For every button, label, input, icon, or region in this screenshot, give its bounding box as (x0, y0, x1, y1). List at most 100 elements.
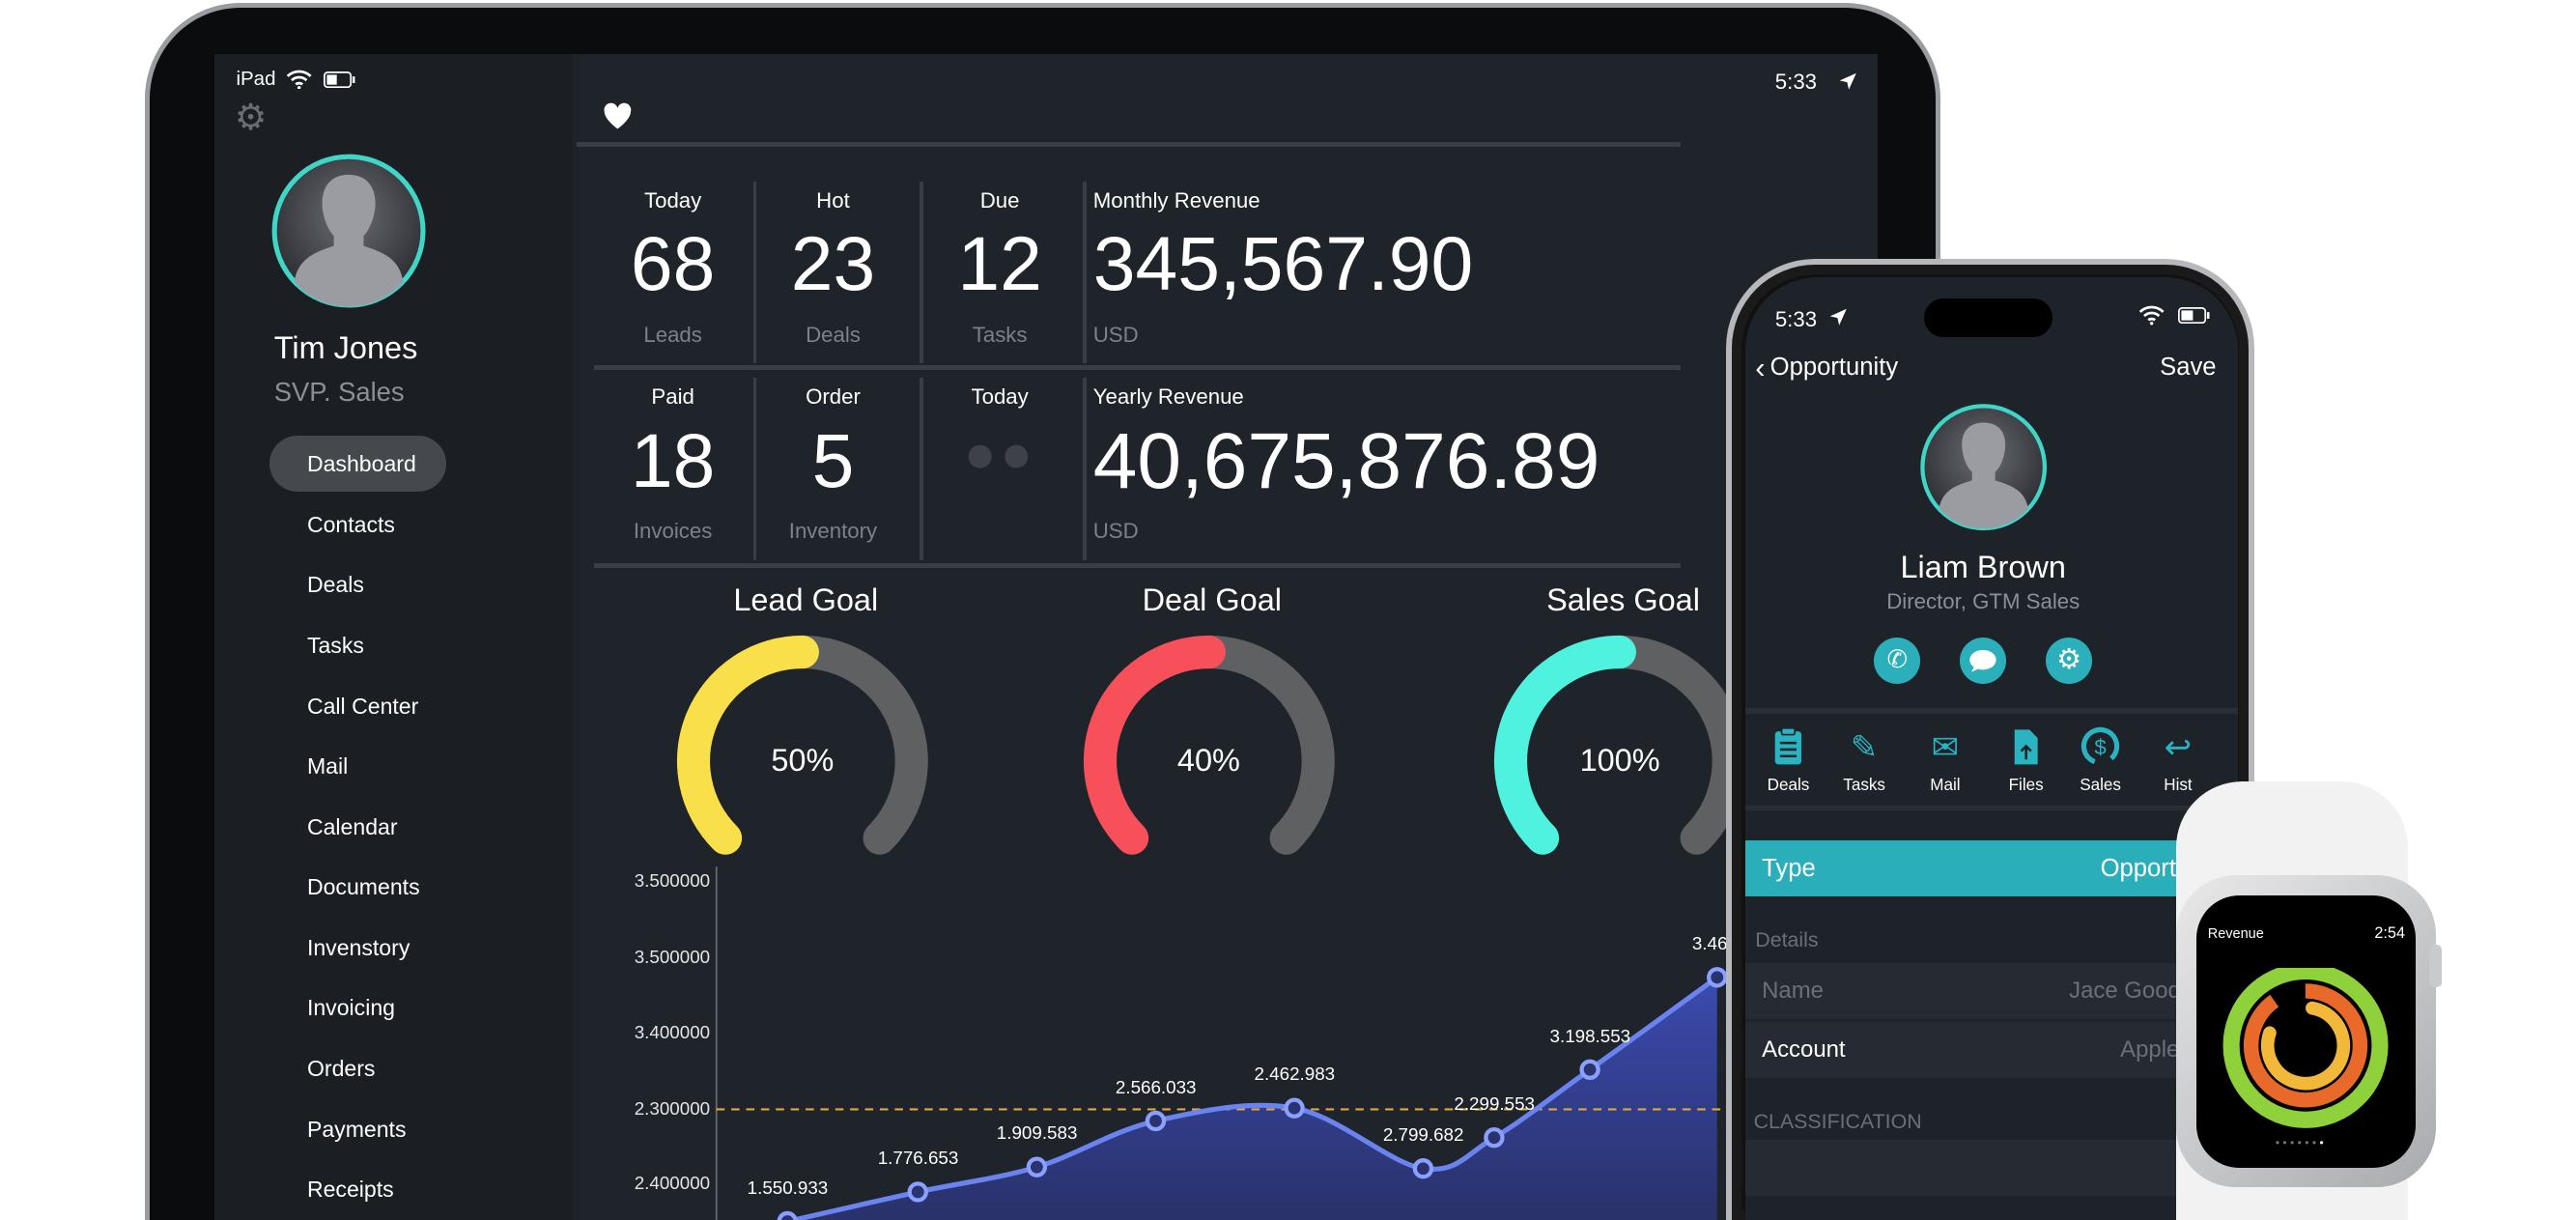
revenue-chart: 3.500000 3.500000 3.400000 2.300000 2.400000… (214, 54, 1878, 1220)
stat-value: 12 (957, 221, 1042, 307)
sidebar-item-orders[interactable]: Orders (306, 1056, 376, 1082)
data-point (1707, 967, 1728, 988)
iphone-screen: 5:33 ‹ Opportunity Save Liam Brown Direc… (1745, 277, 2238, 1220)
tab-sales[interactable]: $ Sales (2062, 726, 2138, 795)
tab-label: Sales (2080, 776, 2121, 795)
tab-label: Deals (1767, 776, 1810, 795)
stat-order[interactable]: Order 5 Inventory (754, 384, 911, 544)
classification-row[interactable] (1745, 1139, 2238, 1196)
divider (1745, 708, 2238, 714)
data-point (907, 1181, 929, 1204)
stat-today[interactable]: Today 68 Leads (594, 188, 750, 348)
watch-crown[interactable] (2428, 944, 2443, 988)
ring-middle (2243, 983, 2367, 1108)
data-label: 2.299.553 (1454, 1092, 1535, 1114)
sidebar-item-receipts[interactable]: Receipts (306, 1177, 394, 1203)
account-label: Account (1762, 1036, 1846, 1064)
area-fill (795, 978, 1717, 1220)
divider (752, 182, 756, 364)
gauge-track (785, 636, 928, 855)
sidebar-item-contacts[interactable]: Contacts (306, 511, 395, 537)
back-button[interactable]: ‹ Opportunity (1755, 353, 1898, 383)
tab-hist[interactable]: ↩ Hist (2140, 726, 2217, 795)
yearly-revenue[interactable]: Yearly Revenue 40,675,876.89 USD (1093, 384, 1600, 544)
gear-icon: ⚙ (2056, 643, 2082, 675)
sidebar-item-payments[interactable]: Payments (306, 1116, 407, 1142)
sidebar-item-calendar[interactable]: Calendar (306, 813, 398, 839)
data-label: 2.799.682 (1382, 1123, 1464, 1145)
contact-avatar[interactable] (1919, 403, 2048, 531)
page-dots[interactable]: ••••••• (2275, 1136, 2328, 1150)
data-label: 2.462.983 (1254, 1064, 1336, 1085)
sidebar-item-deals[interactable]: Deals (306, 572, 364, 598)
account-value: Apple (2120, 1036, 2180, 1064)
tab-deals[interactable]: Deals (1750, 726, 1826, 795)
stat-sublabel: Leads (643, 322, 702, 347)
settings-gear-icon[interactable]: ⚙ (234, 96, 268, 137)
stat-value: 5 (811, 417, 855, 503)
y-tick-label: 3.500000 (634, 946, 711, 967)
sidebar-item-call-center[interactable]: Call Center (306, 693, 419, 719)
revenue-value: 345,567.90 (1092, 221, 1474, 307)
data-point (1284, 1097, 1305, 1120)
tab-tasks[interactable]: ✎ Tasks (1826, 726, 1903, 795)
revenue-currency: USD (1092, 322, 1139, 347)
divider (920, 378, 923, 560)
save-button[interactable]: Save (2160, 353, 2217, 381)
y-tick-label: 2.400000 (634, 1172, 711, 1193)
phone-status-time: 5:33 (1774, 306, 1818, 331)
divider (594, 562, 1682, 569)
data-point (1484, 1127, 1505, 1149)
sidebar-item-tasks[interactable]: Tasks (306, 633, 364, 659)
sidebar-item-dashboard[interactable]: Dashboard (269, 436, 446, 493)
data-label: 1.909.583 (996, 1122, 1078, 1144)
revenue-value: 40,675,876.89 (1092, 416, 1600, 505)
stat-label: Hot (816, 187, 850, 213)
tab-label: Hist (2164, 776, 2193, 795)
location-arrow-icon (1839, 72, 1856, 90)
sidebar-item-mail[interactable]: Mail (306, 753, 349, 780)
call-button[interactable]: ✆ (1874, 637, 1921, 684)
goal-gauge[interactable] (1061, 612, 1358, 910)
pencil-icon: ✎ (1850, 729, 1879, 767)
gauge-fill (1083, 636, 1226, 855)
stat-value: 68 (630, 221, 716, 307)
stat-hot[interactable]: Hot 23 Deals (754, 188, 911, 348)
contact-title: Director, GTM Sales (1886, 589, 2081, 614)
sidebar-item-invenstory[interactable]: Invenstory (306, 934, 410, 960)
envelope-icon: ✉ (1931, 729, 1960, 767)
account-row[interactable]: Account Apple (1745, 1022, 2238, 1079)
contact-name: Liam Brown (1900, 550, 2066, 585)
revenue-label: Monthly Revenue (1092, 187, 1260, 213)
stat-value: 18 (630, 417, 716, 503)
stat-value: 23 (790, 221, 876, 307)
stat-due[interactable]: Due 12 Tasks (921, 188, 1078, 348)
monthly-revenue[interactable]: Monthly Revenue 345,567.90 USD (1093, 188, 1474, 348)
stat-paid[interactable]: Paid 18 Invoices (594, 384, 750, 544)
profile-title: SVP. Sales (273, 376, 405, 407)
type-row[interactable]: Type Opportunity (1745, 840, 2238, 897)
name-row[interactable]: Name Jace Good (1745, 962, 2238, 1019)
status-time: 5:33 (1774, 69, 1818, 94)
tab-files[interactable]: Files (1988, 726, 2064, 795)
tab-mail[interactable]: ✉ Mail (1908, 726, 1984, 795)
clipboard-icon (1750, 726, 1826, 769)
settings-button[interactable]: ⚙ (2046, 637, 2093, 684)
message-button[interactable] (1960, 637, 2007, 684)
data-label: 1.776.653 (877, 1148, 959, 1169)
battery-icon (324, 71, 355, 88)
data-point (1579, 1059, 1601, 1081)
gauge-value: 100% (1579, 743, 1660, 779)
stat-today[interactable]: Today (921, 384, 1078, 534)
divider (752, 378, 756, 560)
goal-gauge[interactable] (1471, 612, 1769, 910)
favorite-heart-icon[interactable] (603, 102, 633, 130)
gauge-value: 50% (771, 743, 835, 779)
dollar-icon: $ (2062, 726, 2138, 769)
tab-label: Tasks (1843, 776, 1885, 795)
goal-gauge[interactable] (654, 612, 951, 910)
sidebar-item-documents[interactable]: Documents (306, 874, 420, 900)
sidebar-item-invoicing[interactable]: Invoicing (306, 995, 395, 1021)
avatar[interactable] (269, 152, 428, 310)
gauge-title: Deal Goal (1142, 582, 1282, 618)
